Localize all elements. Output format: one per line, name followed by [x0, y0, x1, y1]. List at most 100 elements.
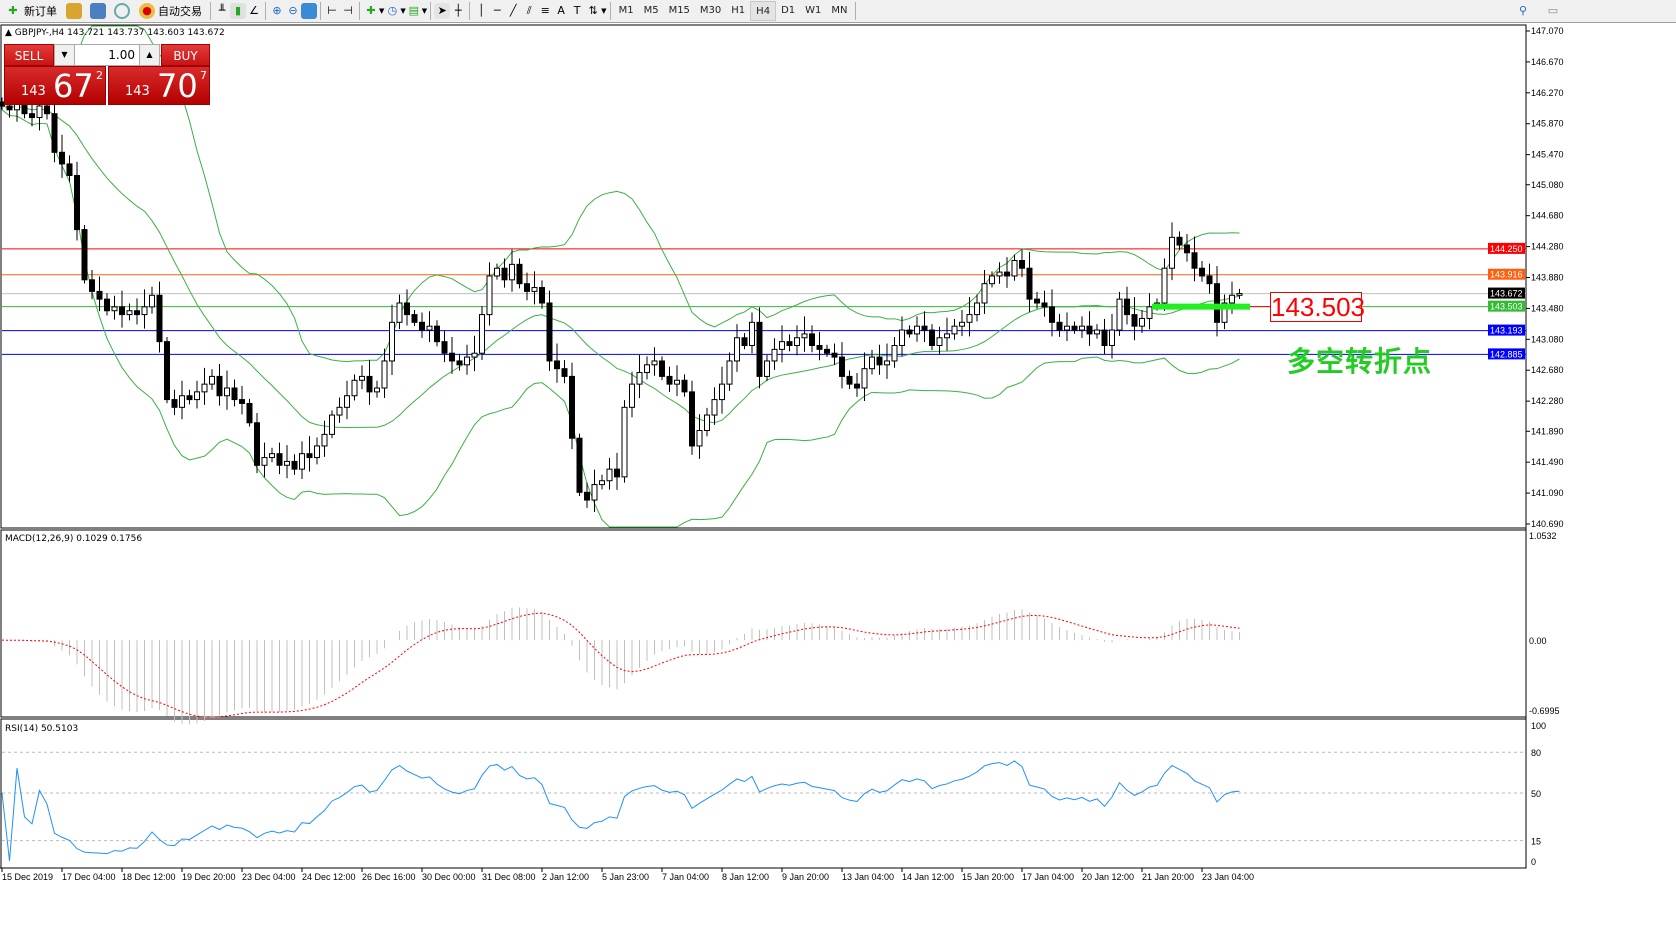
separator — [609, 2, 611, 20]
candle-body — [944, 333, 950, 339]
turning-point-note[interactable]: 多空转折点 — [1287, 345, 1433, 378]
collapse-icon[interactable]: ▲ — [5, 28, 12, 38]
bar-chart-icon[interactable]: ╨ — [218, 4, 226, 17]
candle-body — [171, 399, 178, 408]
sell-price-main: 67 — [53, 67, 94, 105]
channel-icon[interactable]: ⫽ — [526, 4, 532, 17]
buy-button[interactable]: BUY — [161, 44, 210, 66]
candle — [89, 270, 95, 300]
chat-icon[interactable]: ▭ — [1547, 4, 1559, 17]
candle — [1169, 222, 1175, 281]
crosshair-icon[interactable]: ┼ — [454, 4, 462, 17]
candle — [501, 258, 508, 288]
macd-axis-label: 0.00 — [1529, 636, 1547, 646]
candle — [546, 290, 553, 371]
timeframe-m15[interactable]: M15 — [668, 5, 690, 16]
zoom-out-icon[interactable]: ⊖ — [288, 4, 298, 17]
timeframe-w1[interactable]: W1 — [805, 5, 822, 16]
candle-body — [569, 375, 575, 439]
autoscroll-icon[interactable]: ⊣ — [343, 4, 353, 17]
zoom-in-icon[interactable]: ⊕ — [272, 4, 282, 17]
new-order-button[interactable]: ✚ 新订单 — [0, 1, 62, 22]
candle — [449, 337, 455, 374]
templates-icon[interactable]: ▤ — [408, 4, 419, 17]
candle — [261, 442, 268, 478]
candle-body — [719, 383, 725, 401]
sell-price[interactable]: 143 67 2 — [4, 66, 106, 105]
candle — [119, 290, 125, 328]
trendline-icon[interactable]: ╱ — [509, 4, 517, 17]
chevron-down-icon[interactable]: ▼ — [421, 7, 428, 15]
candle-body — [434, 325, 440, 343]
candle-body — [6, 105, 13, 111]
candle — [246, 398, 253, 427]
chevron-down-icon[interactable]: ▼ — [601, 7, 607, 15]
candle-body — [404, 302, 410, 316]
candle-body — [524, 283, 530, 292]
text-icon[interactable]: A — [557, 4, 565, 17]
candle — [1056, 313, 1063, 337]
candle-body — [876, 356, 883, 366]
price-tick-label: 145.080 — [1531, 180, 1564, 190]
timeframe-m30[interactable]: M30 — [699, 5, 722, 16]
candle-body — [584, 491, 590, 501]
history-center-icon[interactable] — [90, 3, 106, 19]
chart-window[interactable]: 147.070 146.670 146.270 145.870 145.470 145.0… — [0, 23, 1676, 947]
auto-trading-button[interactable]: ● 自动交易 — [134, 1, 207, 22]
search-icon[interactable]: ⚲ — [1518, 4, 1528, 17]
arrows-icon[interactable]: ⇅ — [588, 4, 598, 17]
candlestick-icon[interactable]: ▮ — [230, 3, 246, 19]
candle — [426, 311, 433, 342]
line-chart-icon[interactable]: ∠ — [249, 4, 259, 17]
candle-body — [884, 360, 890, 366]
candle-body — [741, 337, 748, 347]
candle-body — [486, 275, 493, 316]
lot-value[interactable]: 1.00 — [108, 48, 135, 62]
candle-body — [59, 151, 65, 165]
lot-decrease-icon[interactable]: ▼ — [55, 45, 75, 65]
metaeditor-icon[interactable] — [66, 3, 82, 19]
signals-icon[interactable] — [114, 3, 130, 19]
vertical-line-icon[interactable]: │ — [477, 4, 485, 17]
candle-body — [216, 375, 223, 397]
candle-body — [644, 364, 650, 374]
separator — [359, 2, 360, 20]
timeframe-mn[interactable]: MN — [831, 5, 848, 16]
candle — [111, 295, 118, 320]
timeframe-m1[interactable]: M1 — [618, 5, 634, 16]
candle-body — [36, 105, 43, 119]
candle — [1011, 254, 1018, 281]
candle-body — [726, 360, 733, 385]
lot-increase-icon[interactable]: ▲ — [139, 45, 159, 65]
timeframe-h4[interactable]: H4 — [750, 1, 777, 21]
candle-body — [1131, 314, 1138, 327]
macd-axis-label: 1.0532 — [1529, 531, 1557, 541]
candle-body — [276, 453, 283, 466]
buy-price[interactable]: 143 70 7 — [108, 66, 210, 105]
text-label-icon[interactable]: T — [573, 4, 581, 17]
sell-button[interactable]: SELL — [4, 44, 54, 66]
timeframe-d1[interactable]: D1 — [781, 5, 796, 16]
candle-body — [749, 321, 755, 346]
lot-size-input[interactable]: ▼ 1.00 ▲ — [54, 44, 160, 66]
rsi-axis-label: 0 — [1531, 857, 1536, 867]
chevron-down-icon[interactable]: ▼ — [400, 7, 406, 15]
candle-body — [674, 379, 680, 385]
candle-body — [734, 337, 740, 362]
chevron-down-icon[interactable]: ▼ — [379, 7, 385, 15]
tile-windows-icon[interactable] — [301, 3, 317, 19]
separator — [210, 2, 211, 20]
horizontal-line-icon[interactable]: ─ — [493, 4, 501, 17]
fibonacci-icon[interactable]: ≡ — [540, 4, 550, 17]
price-tick-label: 146.670 — [1531, 57, 1564, 67]
candle-body — [831, 352, 838, 358]
cursor-icon[interactable]: ➤ — [434, 3, 451, 19]
chart-shift-icon[interactable]: ⊢ — [327, 4, 337, 17]
timeframe-h1[interactable]: H1 — [731, 5, 746, 16]
buy-price-main: 70 — [157, 67, 198, 105]
indicators-icon[interactable]: ✚ — [366, 4, 376, 17]
price-annotation-box[interactable]: 143.503 — [1270, 292, 1365, 322]
timeframe-m5[interactable]: M5 — [643, 5, 659, 16]
periods-clock-icon[interactable]: ◷ — [387, 4, 398, 17]
candle-body — [591, 484, 598, 501]
